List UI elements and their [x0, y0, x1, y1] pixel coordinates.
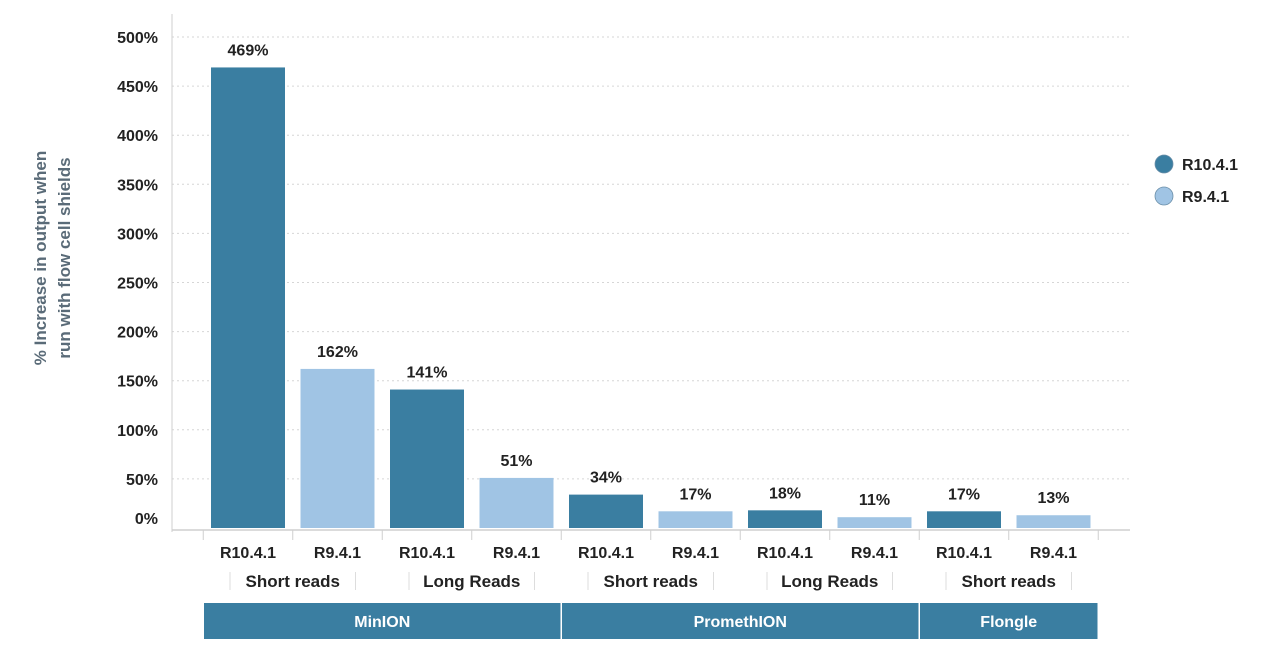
- read-group-label: Long Reads: [423, 572, 520, 591]
- bar: [300, 368, 375, 528]
- y-tick-label: 450%: [117, 79, 158, 96]
- data-label: 162%: [317, 344, 358, 361]
- bar: [748, 510, 822, 528]
- device-label: PromethION: [694, 614, 787, 631]
- y-tick-label: 350%: [117, 177, 158, 194]
- device-band: [562, 603, 919, 639]
- bar: [569, 494, 643, 528]
- legend-label: R9.4.1: [1182, 189, 1229, 206]
- x-category-label: R9.4.1: [493, 545, 540, 562]
- bar: [1016, 515, 1091, 528]
- read-group-bracket: [945, 572, 1072, 590]
- y-axis: 0% 50% 100% 150% 200% 250% 300% 350% 400% 450% 500…: [117, 14, 173, 532]
- x-category-label: R9.4.1: [314, 545, 361, 562]
- bar: [837, 517, 912, 528]
- y-tick-label: 0%: [135, 511, 158, 528]
- data-label: 18%: [769, 485, 801, 502]
- y-tick-label: 100%: [117, 423, 158, 440]
- read-group-bracket: [408, 572, 535, 590]
- y-tick-label: 500%: [117, 30, 158, 47]
- legend-swatch: [1154, 186, 1174, 206]
- y-tick-label: 300%: [117, 226, 158, 243]
- x-category-label: R10.4.1: [220, 545, 276, 562]
- data-label: 34%: [590, 470, 622, 487]
- bars: 469% 162% 141% 51% 34% 17% 18% 11% 17% 13%: [211, 42, 1091, 528]
- read-group-bracket: [229, 572, 356, 590]
- read-group-label: Short reads: [246, 572, 340, 591]
- x-category-label: R10.4.1: [399, 545, 455, 562]
- data-label: 17%: [948, 486, 980, 503]
- x-category-label: R10.4.1: [936, 545, 992, 562]
- data-label: 13%: [1037, 490, 1069, 507]
- data-label: 51%: [500, 453, 532, 470]
- device-label: MinION: [354, 614, 410, 631]
- legend-swatch: [1154, 154, 1174, 174]
- y-tick-label: 400%: [117, 128, 158, 145]
- bar: [658, 511, 733, 528]
- device-label: Flongle: [980, 614, 1037, 631]
- read-group-bracket: [587, 572, 714, 590]
- x-category-label: R10.4.1: [757, 545, 813, 562]
- bar: [479, 477, 554, 528]
- x-category-label: R9.4.1: [672, 545, 719, 562]
- legend-label: R10.4.1: [1182, 157, 1238, 174]
- legend: R10.4.1 R9.4.1: [1154, 154, 1238, 206]
- read-group-bracket: [766, 572, 893, 590]
- y-axis-label-line-2: run with flow cell shields: [55, 157, 74, 358]
- x-category-label: R9.4.1: [1030, 545, 1077, 562]
- data-label: 17%: [679, 486, 711, 503]
- read-group-label: Short reads: [604, 572, 698, 591]
- device-band: [204, 603, 561, 639]
- bar: [927, 511, 1001, 528]
- y-tick-label: 200%: [117, 325, 158, 342]
- bar: [390, 389, 464, 528]
- data-label: 11%: [859, 492, 890, 509]
- x-category-label: R9.4.1: [851, 545, 898, 562]
- y-tick-label: 250%: [117, 276, 158, 293]
- bar: [211, 67, 285, 528]
- data-label: 469%: [228, 42, 269, 59]
- read-group-label: Long Reads: [781, 572, 878, 591]
- read-group-label: Short reads: [962, 572, 1056, 591]
- data-label: 141%: [407, 365, 448, 382]
- y-axis-label-line-1: % Increase in output when: [31, 151, 50, 365]
- device-band: [920, 603, 1098, 639]
- y-tick-label: 50%: [126, 472, 158, 489]
- x-category-label: R10.4.1: [578, 545, 634, 562]
- x-axis: R10.4.1 R9.4.1 R10.4.1 R9.4.1 R10.4.1 R9.4.1 R…: [172, 529, 1130, 639]
- y-tick-label: 150%: [117, 374, 158, 391]
